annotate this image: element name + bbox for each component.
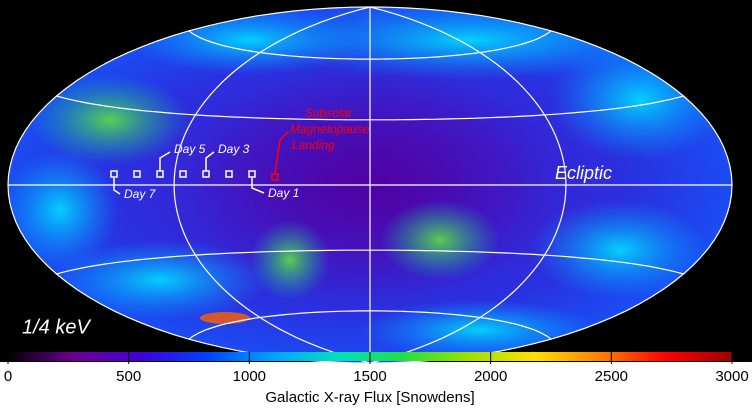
day-label: Day 5 xyxy=(174,142,206,156)
grid-line xyxy=(188,310,552,340)
grid-line xyxy=(56,95,684,121)
annotation: Landing xyxy=(292,138,335,152)
marker xyxy=(110,170,118,178)
tick-label: 2500 xyxy=(595,368,628,385)
day-markers xyxy=(110,131,289,195)
colorbar-label: Galactic X-ray Flux [Snowdens] xyxy=(265,389,474,406)
leader xyxy=(159,151,171,171)
leader xyxy=(274,131,289,175)
marker xyxy=(179,170,187,178)
leader xyxy=(113,178,121,195)
annotation: Subsolar xyxy=(305,106,353,120)
tick-label: 2000 xyxy=(474,368,507,385)
tick-label: 1500 xyxy=(353,368,386,385)
marker xyxy=(248,170,256,178)
ecliptic-label: Ecliptic xyxy=(555,163,612,183)
annotation: Magnetopause xyxy=(290,122,370,136)
grid-line xyxy=(188,30,552,60)
tick-label: 500 xyxy=(116,368,141,385)
day-label: Day 7 xyxy=(124,187,157,201)
tick-label: 0 xyxy=(4,368,12,385)
coordinate-grid xyxy=(7,6,733,364)
energy-label: 1/4 keV xyxy=(22,316,91,338)
day-label: Day 3 xyxy=(218,142,250,156)
grid-line xyxy=(56,249,684,275)
leader xyxy=(205,151,215,171)
day-label: Day 1 xyxy=(268,186,299,200)
tick-label: 1000 xyxy=(233,368,266,385)
marker xyxy=(133,170,141,178)
tick-label: 3000 xyxy=(715,368,748,385)
leader xyxy=(251,178,265,194)
colorbar-axis: 0 500 1000 1500 2000 2500 3000 xyxy=(4,352,749,385)
marker xyxy=(225,170,233,178)
